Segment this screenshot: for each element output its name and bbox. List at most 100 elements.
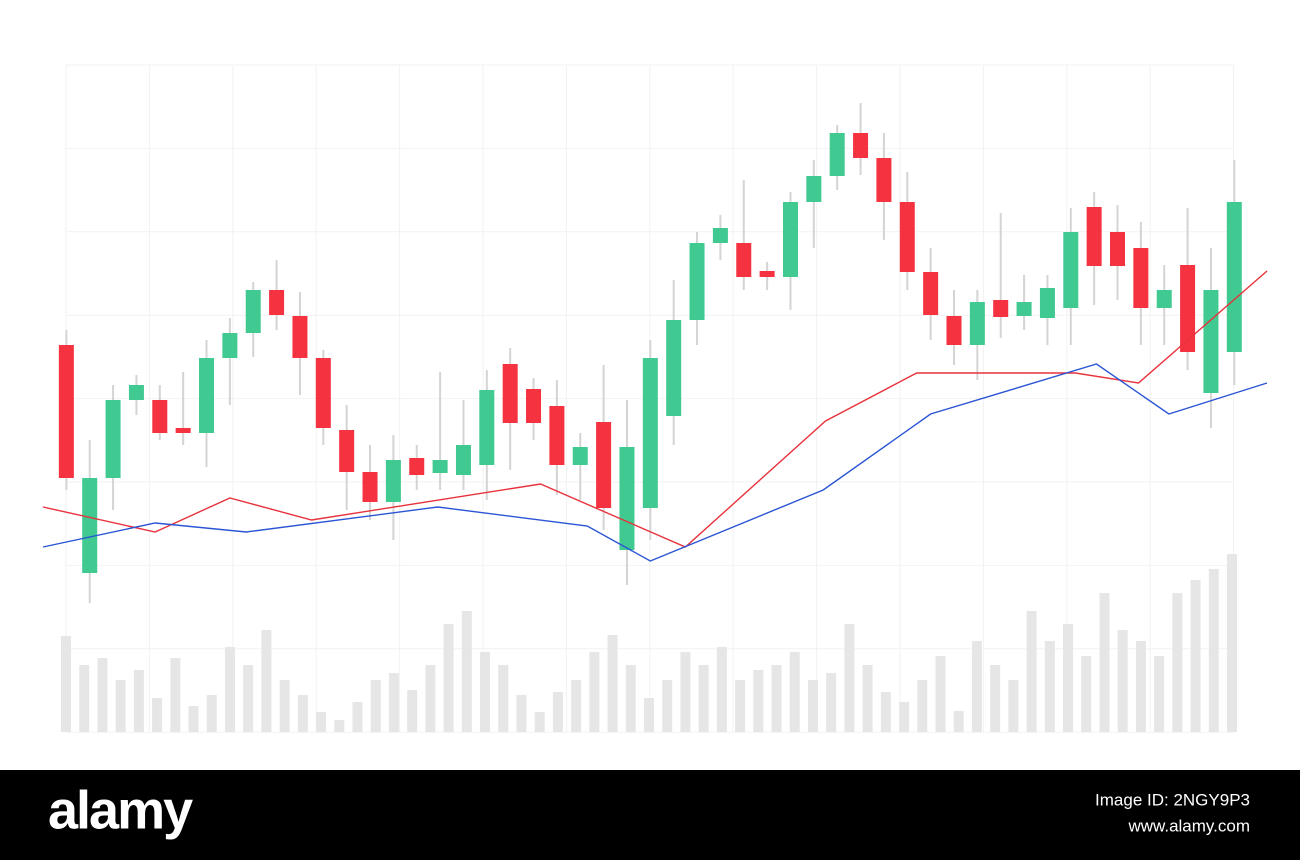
- candle-body: [82, 478, 98, 573]
- volume-bar: [1190, 580, 1201, 732]
- volume-bar: [1208, 569, 1219, 732]
- candle-body: [946, 316, 962, 345]
- candle-body: [245, 290, 261, 333]
- volume-bar: [1008, 680, 1019, 732]
- candle-body: [829, 133, 845, 176]
- candle-body: [806, 176, 822, 202]
- volume-bar: [735, 680, 746, 732]
- candle-body: [269, 290, 285, 315]
- candle-body: [549, 406, 565, 465]
- candle-body: [572, 447, 588, 465]
- volume-bar: [625, 665, 636, 732]
- candle-body: [993, 300, 1009, 317]
- candle-body: [596, 422, 612, 508]
- candle-body: [782, 202, 798, 277]
- volume-bar: [917, 680, 928, 732]
- volume-bar: [1154, 656, 1165, 732]
- volume-bar: [716, 647, 727, 732]
- volume-bar: [443, 624, 454, 732]
- candle-body: [339, 430, 355, 472]
- candle-body: [526, 389, 542, 423]
- volume-bar: [461, 611, 472, 732]
- candle-body: [712, 228, 728, 243]
- volume-bar: [862, 665, 873, 732]
- volume-bar: [953, 711, 964, 732]
- volume-bar: [170, 658, 181, 732]
- candle-body: [736, 243, 752, 277]
- volume-bar: [1172, 593, 1183, 732]
- volume-bar: [607, 635, 618, 732]
- volume-bar: [243, 665, 254, 732]
- volume-bar: [1063, 624, 1074, 732]
- candle-body: [969, 302, 985, 345]
- volume-bar: [133, 670, 144, 732]
- volume-bar: [516, 695, 527, 732]
- volume-bar: [206, 695, 217, 732]
- candle-body: [1086, 207, 1102, 266]
- volume-bar: [971, 641, 982, 732]
- candle-body: [292, 316, 308, 358]
- candle-layer: [58, 103, 1242, 603]
- candle-body: [899, 202, 915, 272]
- volume-bar: [1099, 593, 1110, 732]
- volume-bar: [771, 665, 782, 732]
- volume-bar: [297, 695, 308, 732]
- volume-bar: [188, 706, 199, 732]
- volume-bar: [534, 712, 545, 732]
- candle-body: [222, 333, 238, 358]
- volume-bar: [498, 665, 509, 732]
- grid: [65, 64, 1235, 733]
- candle-body: [1110, 232, 1126, 266]
- volume-bar: [826, 673, 837, 732]
- candle-body: [923, 272, 939, 315]
- volume-bar: [224, 647, 235, 732]
- candle-body: [1203, 290, 1219, 393]
- volume-layer: [61, 554, 1237, 732]
- footer-logo: alamy: [48, 780, 193, 840]
- volume-bar: [370, 680, 381, 732]
- volume-bar: [1026, 611, 1037, 732]
- candle-body: [128, 385, 144, 400]
- volume-bar: [571, 680, 582, 732]
- candle-body: [1156, 290, 1172, 308]
- volume-bar: [880, 692, 891, 732]
- volume-bar: [753, 670, 764, 732]
- candle-body: [455, 445, 471, 475]
- footer-band: [0, 770, 1300, 860]
- volume-bar: [425, 665, 436, 732]
- candle-body: [409, 458, 425, 475]
- candle-body: [853, 133, 869, 158]
- indicator-line: [42, 363, 1268, 562]
- volume-bar: [990, 665, 1001, 732]
- volume-bar: [261, 630, 272, 732]
- candle-body: [105, 400, 121, 478]
- volume-bar: [97, 658, 108, 732]
- candle-body: [432, 460, 448, 473]
- volume-bar: [680, 652, 691, 732]
- volume-bar: [899, 702, 910, 732]
- volume-bar: [552, 692, 563, 732]
- candle-body: [502, 364, 518, 423]
- volume-bar: [279, 680, 290, 732]
- candle-body: [876, 158, 892, 202]
- candle-body: [759, 271, 775, 277]
- volume-bar: [407, 690, 418, 732]
- footer-image-id: Image ID: 2NGY9P3: [1095, 790, 1250, 809]
- candle-body: [666, 320, 682, 416]
- volume-bar: [1135, 641, 1146, 732]
- volume-bar: [115, 680, 126, 732]
- candle-body: [175, 428, 191, 433]
- volume-bar: [79, 665, 90, 732]
- candle-body: [362, 472, 378, 502]
- candle-body: [315, 358, 331, 428]
- volume-bar: [844, 624, 855, 732]
- candle-body: [1180, 265, 1196, 352]
- volume-bar: [589, 652, 600, 732]
- candle-body: [642, 358, 658, 508]
- volume-bar: [352, 702, 363, 732]
- candle-body: [1133, 248, 1149, 308]
- candle-body: [199, 358, 215, 433]
- volume-bar: [334, 720, 345, 732]
- volume-bar: [480, 652, 491, 732]
- candle-body: [619, 447, 635, 550]
